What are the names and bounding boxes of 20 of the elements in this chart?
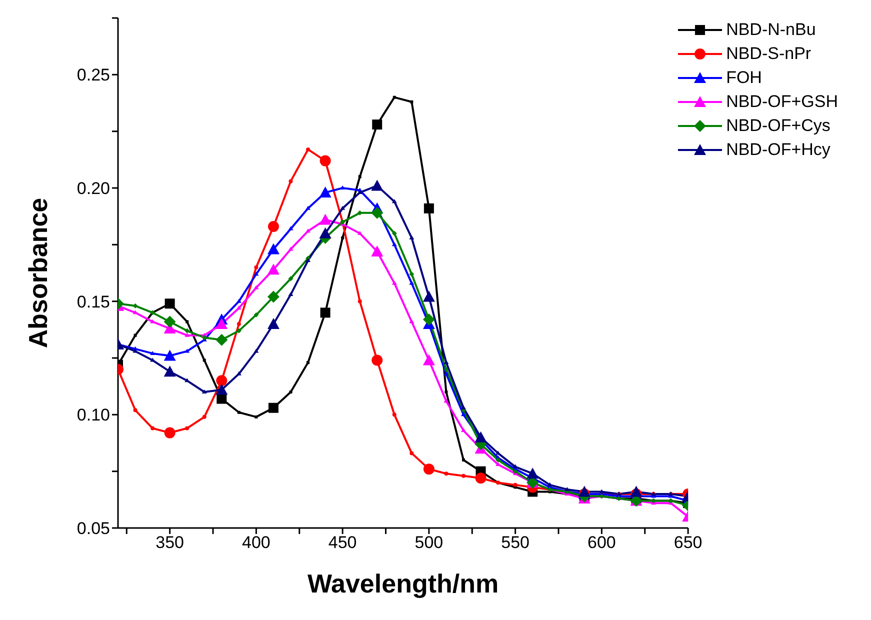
legend-label: NBD-OF+Cys — [726, 116, 830, 136]
x-tick-label: 350 — [156, 533, 184, 552]
y-tick-label: 0.25 — [76, 66, 110, 85]
y-axis-title: Absorbance — [23, 198, 54, 348]
y-tick-label: 0.15 — [76, 292, 110, 312]
legend-label: NBD-N-nBu — [726, 20, 816, 40]
y-tick-label: 0.05 — [76, 519, 110, 538]
legend-label: NBD-OF+Hcy — [726, 140, 830, 160]
x-tick-label: 600 — [588, 533, 616, 552]
x-tick-label: 400 — [242, 533, 270, 552]
legend-label: FOH — [726, 68, 762, 88]
x-tick-label: 500 — [414, 533, 444, 552]
x-tick-label: 650 — [674, 533, 702, 552]
x-tick-label: 450 — [328, 533, 357, 552]
x-axis-title: Wavelength/nm — [307, 568, 499, 598]
y-tick-label: 0.10 — [76, 406, 110, 425]
y-tick-label: 0.20 — [76, 179, 110, 198]
x-tick-label: 550 — [501, 533, 530, 552]
legend-label: NBD-OF+GSH — [726, 92, 838, 112]
legend-label: NBD-S-nPr — [726, 44, 812, 64]
